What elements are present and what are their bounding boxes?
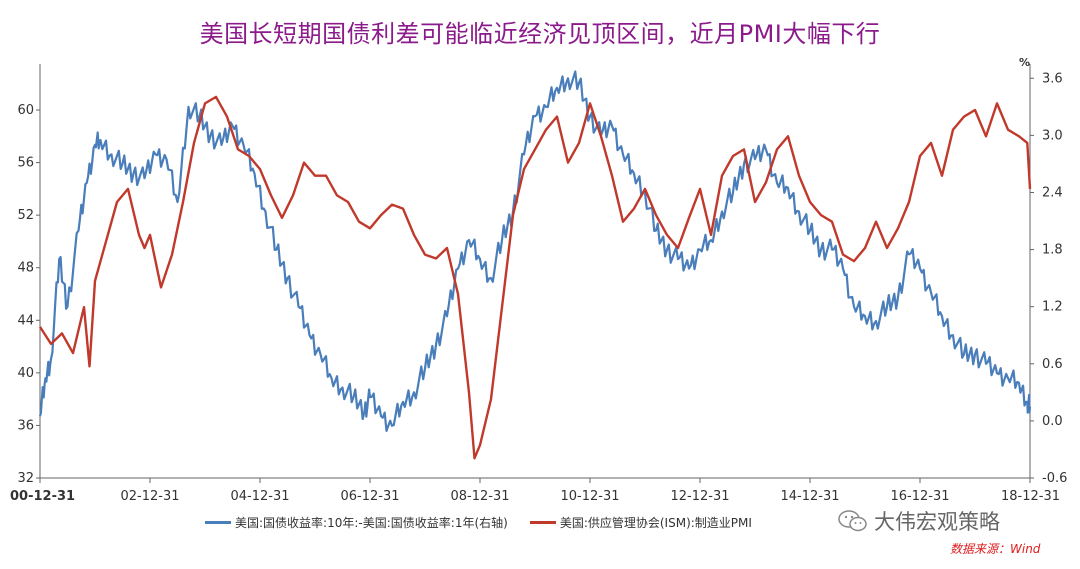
left-tick-label: 32 [17,471,34,486]
series-line-spread [38,70,1032,432]
right-tick-label: -0.6 [1042,471,1067,486]
x-tick-label: 14-12-31 [780,489,839,504]
source-note: 数据来源：Wind [950,542,1041,556]
legend-swatch-spread [205,521,231,524]
legend-item-spread: 美国:国债收益率:10年:-美国:国债收益率:1年(右轴) [205,514,508,531]
right-tick-label: 3.6 [1042,71,1063,86]
watermark-text: 大伟宏观策略 [874,510,1000,534]
chart-title: 美国长短期国债利差可能临近经济见顶区间，近月PMI大幅下行 [199,20,881,48]
right-tick-label: 1.2 [1042,300,1063,315]
legend: 美国:国债收益率:10年:-美国:国债收益率:1年(右轴) 美国:供应管理协会(… [205,514,774,531]
x-tick-label: 16-12-31 [890,489,949,504]
series-line-pmi [38,95,1032,460]
x-tick-label: 06-12-31 [340,489,399,504]
x-tick-label: 00-12-31 [10,489,75,504]
left-tick-label: 40 [17,366,34,381]
legend-swatch-pmi [529,521,556,524]
right-tick-label: 2.4 [1042,185,1063,200]
x-tick-label: 04-12-31 [230,489,289,504]
x-tick-label: 02-12-31 [120,489,179,504]
x-tick-label: 10-12-31 [560,489,619,504]
legend-label-pmi: 美国:供应管理协会(ISM):制造业PMI [559,516,752,530]
wechat-icon [838,510,867,532]
watermark: 大伟宏观策略 [838,506,1000,536]
left-tick-label: 52 [17,208,34,223]
right-tick-label: 0.6 [1042,357,1063,372]
left-tick-label: 36 [17,418,34,433]
right-tick-label: 3.0 [1042,128,1063,143]
left-tick-label: 60 [17,103,34,118]
left-tick-label: 48 [17,261,34,276]
x-tick-label: 18-12-31 [1001,489,1060,504]
legend-label-spread: 美国:国债收益率:10年:-美国:国债收益率:1年(右轴) [235,516,508,530]
right-tick-label: 1.8 [1042,243,1063,258]
right-axis-unit: % [1019,56,1031,69]
x-tick-label: 08-12-31 [450,489,509,504]
legend-item-pmi: 美国:供应管理协会(ISM):制造业PMI [529,514,752,531]
x-tick-label: 12-12-31 [670,489,729,504]
right-tick-label: 0.0 [1042,414,1063,429]
left-tick-label: 44 [17,313,34,328]
left-tick-label: 56 [17,156,34,171]
